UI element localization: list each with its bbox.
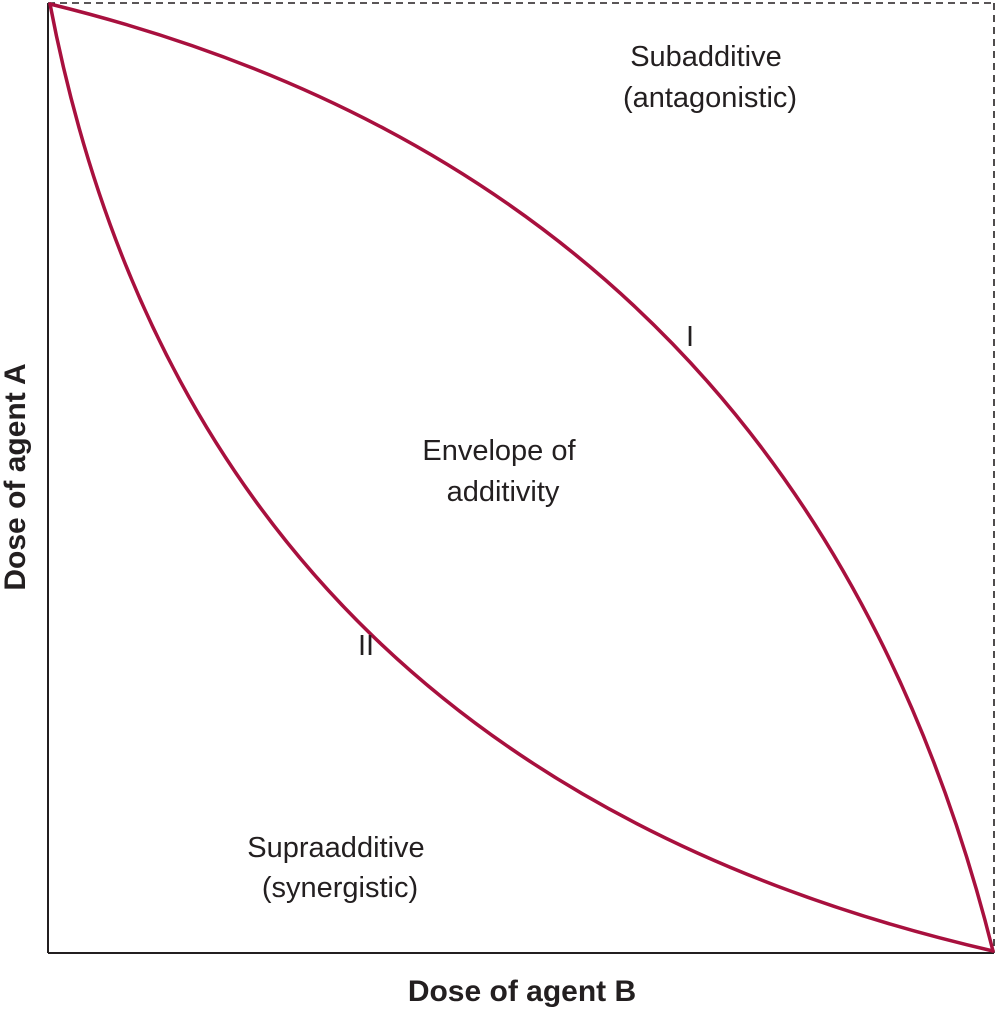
curve-ii-label: II [358,630,374,662]
subadditive-label: Subadditive (antagonistic) [623,41,797,114]
supraadditive-label: Supraadditive (synergistic) [247,832,432,904]
curve-i [48,2,995,953]
y-axis-title: Dose of agent A [0,363,32,590]
curve-i-label: I [686,321,694,353]
curve-ii [48,2,995,953]
envelope-label: Envelope of additivity [422,435,583,508]
x-axis-title: Dose of agent B [408,975,636,1008]
